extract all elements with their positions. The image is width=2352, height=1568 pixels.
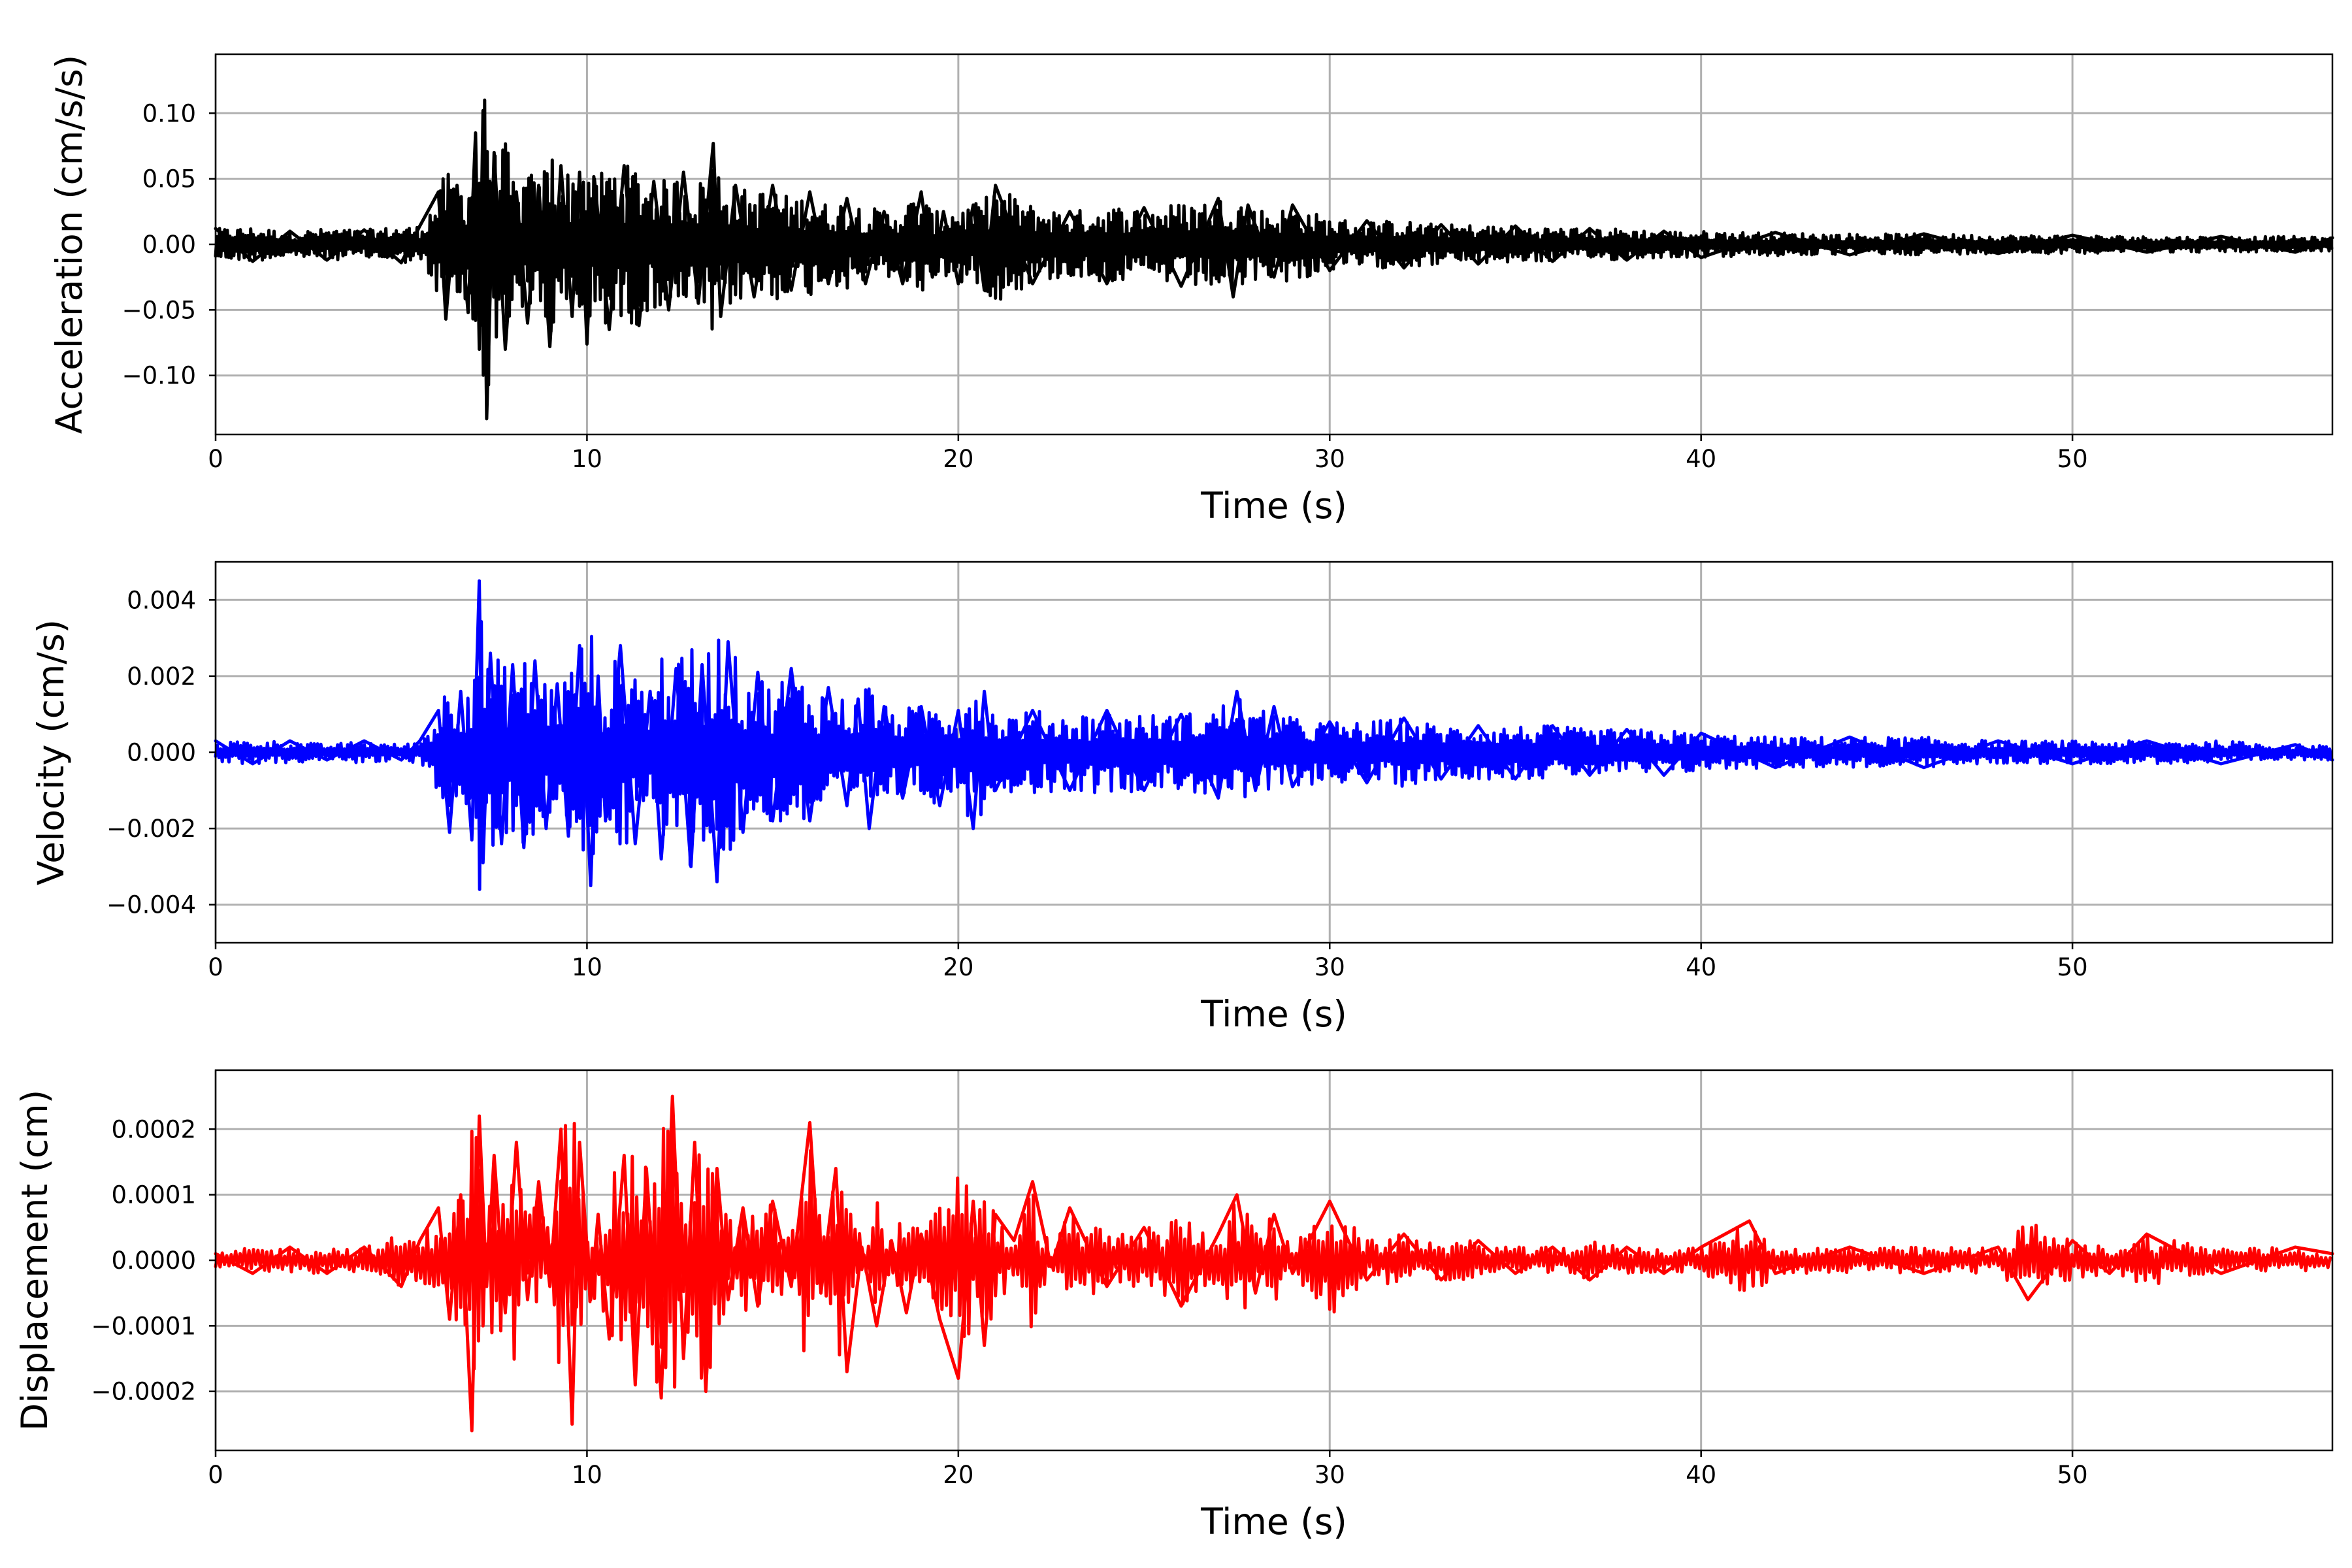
acceleration-xtick-label-4: 40 bbox=[1686, 445, 1716, 473]
acceleration-xtick-label-5: 50 bbox=[2057, 445, 2088, 473]
displacement-ytick-label-2: 0.0000 bbox=[112, 1247, 196, 1275]
displacement-xtick-label-0: 0 bbox=[208, 1461, 223, 1489]
displacement-xtick-label-2: 20 bbox=[943, 1461, 973, 1489]
velocity-xtick-label-5: 50 bbox=[2057, 953, 2088, 981]
velocity-y-axis-label: Velocity (cm/s) bbox=[30, 619, 72, 885]
displacement-ticks: 0 10 20 30 40 50 −0.0002 −0.0001 0.0000 0.0001 0.0… bbox=[91, 1115, 2088, 1489]
velocity-ytick-label-4: 0.004 bbox=[127, 586, 196, 614]
velocity-ytick-label-0: −0.004 bbox=[106, 891, 196, 919]
displacement-y-axis-label: Displacement (cm) bbox=[14, 1090, 56, 1431]
velocity-x-axis-label: Time (s) bbox=[1200, 993, 1347, 1035]
acceleration-ytick-label-1: −0.05 bbox=[122, 296, 196, 324]
velocity-xtick-label-0: 0 bbox=[208, 953, 223, 981]
displacement-panel: 0 10 20 30 40 50 −0.0002 −0.0001 0.0000 0.0001 0.0… bbox=[14, 1069, 2334, 1543]
acceleration-ytick-label-0: −0.10 bbox=[122, 362, 196, 390]
velocity-xtick-label-4: 40 bbox=[1686, 953, 1716, 981]
acceleration-xtick-label-1: 10 bbox=[572, 445, 602, 473]
displacement-xtick-label-4: 40 bbox=[1686, 1461, 1716, 1489]
displacement-xtick-label-3: 30 bbox=[1315, 1461, 1345, 1489]
velocity-ytick-label-2: 0.000 bbox=[127, 739, 196, 767]
displacement-ytick-label-0: −0.0002 bbox=[91, 1378, 196, 1406]
acceleration-x-axis-label: Time (s) bbox=[1200, 485, 1347, 527]
acceleration-y-axis-label: Acceleration (cm/s/s) bbox=[48, 55, 90, 434]
velocity-panel: 0 10 20 30 40 50 −0.004 −0.002 0.000 0.002 0.004 T… bbox=[30, 561, 2334, 1035]
displacement-x-axis-label: Time (s) bbox=[1200, 1501, 1347, 1543]
velocity-ytick-label-3: 0.002 bbox=[127, 662, 196, 691]
acceleration-ytick-label-3: 0.05 bbox=[142, 165, 196, 193]
velocity-peak-trace bbox=[214, 579, 2334, 887]
displacement-ytick-label-3: 0.0001 bbox=[112, 1181, 196, 1209]
velocity-xtick-label-2: 20 bbox=[943, 953, 973, 981]
velocity-xtick-label-1: 10 bbox=[572, 953, 602, 981]
acceleration-xtick-label-0: 0 bbox=[208, 445, 223, 473]
displacement-xtick-label-1: 10 bbox=[572, 1461, 602, 1489]
acceleration-ytick-label-2: 0.00 bbox=[142, 231, 196, 259]
displacement-ytick-label-4: 0.0002 bbox=[112, 1115, 196, 1143]
acceleration-xtick-label-2: 20 bbox=[943, 445, 973, 473]
acceleration-ticks: 0 10 20 30 40 50 −0.10 −0.05 0.00 0.05 0.10 bbox=[122, 99, 2088, 473]
displacement-peak-trace bbox=[214, 1094, 2334, 1433]
velocity-xtick-label-3: 30 bbox=[1315, 953, 1345, 981]
acceleration-peak-trace bbox=[214, 108, 2334, 421]
velocity-ytick-label-1: −0.002 bbox=[106, 815, 196, 843]
acceleration-panel: 0 10 20 30 40 50 −0.10 −0.05 0.00 0.05 0.10 Time (… bbox=[48, 53, 2334, 527]
acceleration-xtick-label-3: 30 bbox=[1315, 445, 1345, 473]
acceleration-trace bbox=[214, 98, 2334, 387]
acceleration-ytick-label-4: 0.10 bbox=[142, 99, 196, 127]
displacement-xtick-label-5: 50 bbox=[2057, 1461, 2088, 1489]
displacement-ytick-label-1: −0.0001 bbox=[91, 1312, 196, 1340]
velocity-ticks: 0 10 20 30 40 50 −0.004 −0.002 0.000 0.002 0.004 bbox=[106, 586, 2088, 981]
